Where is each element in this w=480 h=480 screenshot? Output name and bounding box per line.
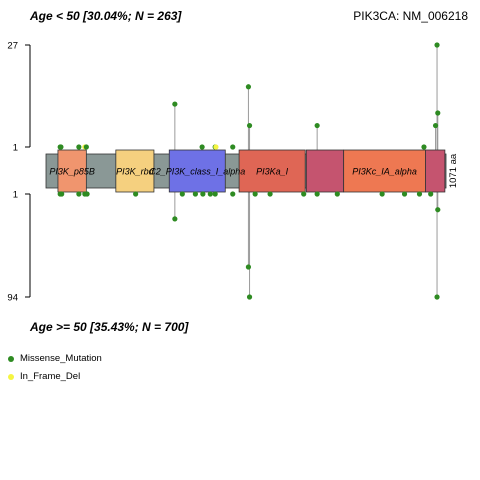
domain-0 bbox=[57, 149, 87, 193]
bottom-mutation-dot bbox=[435, 207, 441, 213]
bottom-mutation-dot bbox=[200, 191, 206, 197]
inframe-del-legend-dot bbox=[8, 373, 14, 380]
bottom-cohort-title: Age >= 50 [35.43%; N = 700] bbox=[30, 320, 189, 334]
bottom-mutation-dot bbox=[207, 191, 213, 197]
missense-legend-dot bbox=[8, 355, 14, 362]
bottom-mutation-dot bbox=[84, 191, 90, 197]
top-mutation-dot bbox=[314, 122, 320, 129]
top-mutation-dot bbox=[435, 110, 441, 116]
bottom-mutation-dot bbox=[246, 294, 253, 300]
bottom-mutation-dot bbox=[267, 191, 273, 197]
top-mutation-dot bbox=[199, 144, 205, 150]
bottom-mutation-dot bbox=[192, 191, 198, 197]
domain-5 bbox=[343, 149, 426, 193]
domain-label-5: PI3Kc_IA_alpha bbox=[352, 167, 417, 177]
gene-transcript-title: PIK3CA: NM_006218 bbox=[353, 9, 468, 23]
top-mutation-dot bbox=[245, 84, 252, 90]
bottom-tick-min-label: 1 bbox=[13, 190, 18, 201]
bottom-mutation-dot bbox=[252, 191, 258, 197]
top-mutation-dot bbox=[421, 144, 427, 150]
top-cohort-title: Age < 50 [30.04%; N = 263] bbox=[30, 9, 182, 23]
bottom-mutation-dot bbox=[416, 191, 423, 197]
bottom-mutation-dot bbox=[76, 191, 82, 197]
domain-4 bbox=[305, 149, 345, 193]
bottom-mutation-dot bbox=[179, 191, 185, 197]
top-mutation-dot bbox=[83, 144, 89, 150]
domain-1 bbox=[115, 149, 155, 193]
bottom-mutation-dot bbox=[434, 294, 440, 300]
bottom-mutation-dot bbox=[334, 191, 340, 197]
top-mutation-dot bbox=[58, 144, 64, 150]
bottom-mutation-dot bbox=[212, 191, 218, 197]
bottom-mutation-dot bbox=[230, 191, 236, 197]
top-mutation-dot bbox=[432, 122, 439, 129]
legend-label-missense: Missense_Mutation bbox=[20, 353, 102, 364]
top-mutation-dot bbox=[172, 101, 178, 107]
bottom-mutation-dot bbox=[245, 264, 252, 270]
bottom-mutation-dot bbox=[428, 191, 434, 197]
legend-item-missense: Missense_Mutation bbox=[8, 353, 102, 364]
domain-label-2: C2_PI3K_class_I_alpha bbox=[149, 167, 245, 177]
legend-item-inframe-del: In_Frame_Del bbox=[8, 371, 80, 382]
bottom-mutation-dot bbox=[133, 191, 139, 197]
domain-label-3: PI3Ka_I bbox=[256, 167, 289, 177]
bottom-mutation-dot bbox=[59, 191, 65, 197]
top-mutation-dot bbox=[246, 122, 253, 129]
protein-length-label: 1071 aa bbox=[448, 153, 459, 188]
bottom-mutation-dot bbox=[172, 216, 178, 222]
bottom-mutation-dot bbox=[379, 191, 385, 197]
top-tick-min-label: 1 bbox=[13, 143, 18, 154]
legend-label-inframe-del: In_Frame_Del bbox=[20, 371, 81, 382]
bottom-tick-max-label: 94 bbox=[7, 293, 18, 304]
top-tick-max-label: 27 bbox=[7, 41, 18, 52]
top-mutation-dot bbox=[434, 42, 440, 48]
top-mutation-dot bbox=[76, 144, 82, 150]
top-mutation-dot bbox=[213, 144, 219, 150]
domain-label-1: PI3K_rbd bbox=[116, 167, 155, 177]
domain-6 bbox=[425, 149, 446, 193]
domain-3 bbox=[238, 149, 306, 193]
bottom-mutation-dot bbox=[301, 191, 307, 197]
top-mutation-dot bbox=[230, 144, 236, 150]
bottom-mutation-dot bbox=[314, 191, 320, 197]
domain-label-0: PI3K_p85B bbox=[49, 167, 95, 177]
bottom-mutation-dot bbox=[401, 191, 408, 197]
domain-2 bbox=[168, 149, 226, 193]
